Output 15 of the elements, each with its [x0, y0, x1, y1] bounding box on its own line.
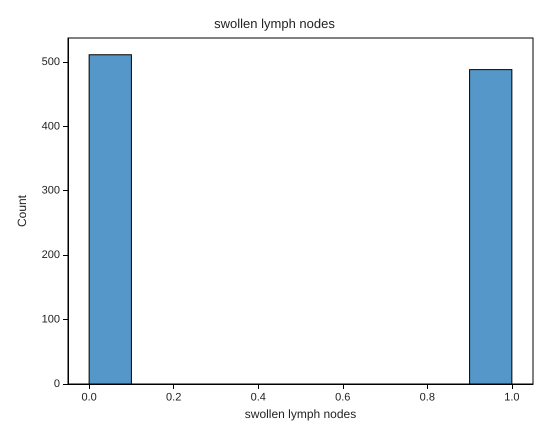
x-axis-title: swollen lymph nodes — [244, 407, 356, 421]
x-tick-label: 0.8 — [420, 392, 435, 404]
y-tick-label: 0 — [54, 378, 60, 390]
x-tick-label: 0.0 — [81, 392, 97, 404]
y-axis-title: Count — [15, 194, 29, 228]
y-tick-label: 300 — [42, 184, 60, 197]
x-tick-label: 0.6 — [335, 392, 350, 404]
x-tick-label: 1.0 — [504, 392, 520, 404]
chart-title: swollen lymph nodes — [214, 16, 336, 31]
y-tick-label: 100 — [42, 314, 60, 326]
x-tick-label: 0.4 — [250, 392, 266, 404]
y-tick-label: 500 — [42, 56, 60, 68]
y-tick-label: 200 — [42, 249, 60, 262]
x-tick-label: 0.2 — [166, 392, 182, 404]
y-tick-label: 400 — [42, 120, 60, 132]
